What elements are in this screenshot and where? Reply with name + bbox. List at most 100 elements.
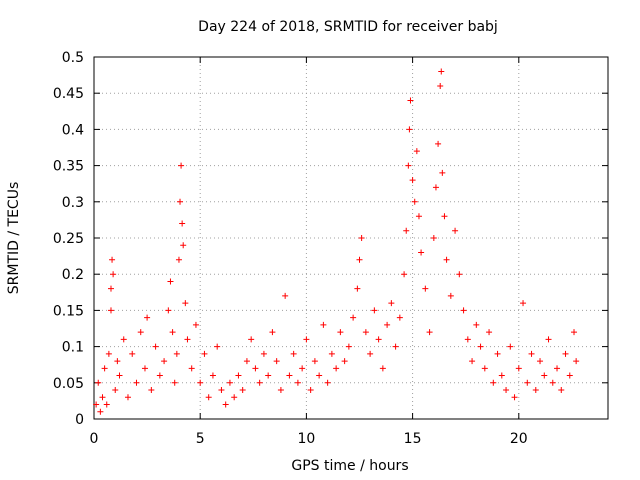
data-point	[438, 68, 445, 75]
data-point	[452, 227, 459, 234]
data-point	[401, 271, 408, 278]
data-point	[120, 336, 127, 343]
data-point	[437, 82, 444, 89]
data-point	[411, 198, 418, 205]
data-point	[303, 336, 310, 343]
grid	[94, 57, 608, 419]
y-tick-label: 0.2	[62, 267, 84, 283]
data-point	[252, 365, 259, 372]
data-point	[161, 358, 168, 365]
x-axis-label: GPS time / hours	[291, 458, 408, 474]
data-point	[286, 372, 293, 379]
data-point	[396, 314, 403, 321]
x-tick-label: 20	[510, 431, 528, 447]
data-point	[562, 350, 569, 357]
data-point	[503, 387, 510, 394]
data-point	[371, 307, 378, 314]
data-point	[426, 329, 433, 336]
data-point	[222, 401, 229, 408]
data-point	[129, 350, 136, 357]
data-point	[545, 336, 552, 343]
data-point	[290, 350, 297, 357]
data-point	[148, 387, 155, 394]
y-tick-label: 0	[75, 412, 84, 428]
data-point	[109, 256, 116, 263]
data-point	[447, 292, 454, 299]
data-point	[528, 350, 535, 357]
data-point	[218, 387, 225, 394]
data-point	[532, 387, 539, 394]
data-point	[226, 379, 233, 386]
data-point	[520, 300, 527, 307]
data-point	[260, 350, 267, 357]
data-point	[328, 350, 335, 357]
data-point	[269, 329, 276, 336]
data-point	[358, 235, 365, 241]
data-point	[282, 292, 289, 299]
y-tick-label: 0.25	[53, 231, 84, 247]
data-point	[384, 321, 391, 328]
data-point	[566, 372, 573, 379]
data-point	[354, 285, 361, 292]
data-point	[97, 408, 104, 415]
data-point	[362, 329, 369, 336]
tick-labels: 0 5 10 15 20 0 0.05 0.1 0.15 0.2 0.25 0.3 0.35 0.4 0.4…	[53, 50, 528, 447]
data-point	[116, 372, 123, 379]
y-tick-label: 0.4	[62, 122, 84, 138]
data-point	[273, 358, 280, 365]
data-point	[524, 379, 531, 386]
data-point	[103, 401, 110, 408]
data-point	[469, 358, 476, 365]
data-point	[248, 336, 255, 343]
data-point	[243, 358, 250, 365]
data-points	[93, 68, 580, 415]
data-point	[367, 350, 374, 357]
y-tick-label: 0.15	[53, 303, 84, 319]
data-point	[311, 358, 318, 365]
data-point	[403, 227, 410, 234]
data-point	[95, 379, 102, 386]
data-point	[388, 300, 395, 307]
data-point	[460, 307, 467, 314]
plot-frame	[93, 56, 609, 420]
data-point	[573, 358, 580, 365]
data-point	[124, 394, 131, 401]
data-point	[422, 285, 429, 292]
data-point	[265, 372, 272, 379]
data-point	[133, 379, 140, 386]
data-point	[511, 394, 518, 401]
data-point	[137, 329, 144, 336]
data-point	[350, 314, 357, 321]
data-point	[239, 387, 246, 394]
data-point	[515, 365, 522, 372]
data-point	[182, 300, 189, 307]
data-point	[481, 365, 488, 372]
data-point	[93, 401, 100, 408]
data-point	[439, 169, 446, 176]
data-point	[141, 365, 148, 372]
data-point	[320, 321, 327, 328]
data-point	[112, 387, 119, 394]
data-point	[152, 343, 159, 350]
data-point	[477, 343, 484, 350]
data-point	[375, 336, 382, 343]
data-point	[144, 314, 151, 321]
data-point	[156, 372, 163, 379]
data-point	[333, 365, 340, 372]
data-point	[177, 198, 184, 205]
data-point	[171, 379, 178, 386]
data-point	[441, 213, 448, 220]
y-tick-label: 0.1	[62, 340, 84, 356]
y-tick-label: 0.45	[53, 86, 84, 102]
data-point	[179, 220, 186, 227]
data-point	[180, 242, 187, 249]
x-tick-label: 10	[297, 431, 315, 447]
x-tick-label: 0	[90, 431, 99, 447]
data-point	[107, 285, 114, 292]
data-point	[413, 148, 420, 155]
data-point	[415, 213, 422, 220]
data-point	[432, 184, 439, 191]
data-point	[435, 140, 442, 147]
data-point	[178, 162, 185, 169]
